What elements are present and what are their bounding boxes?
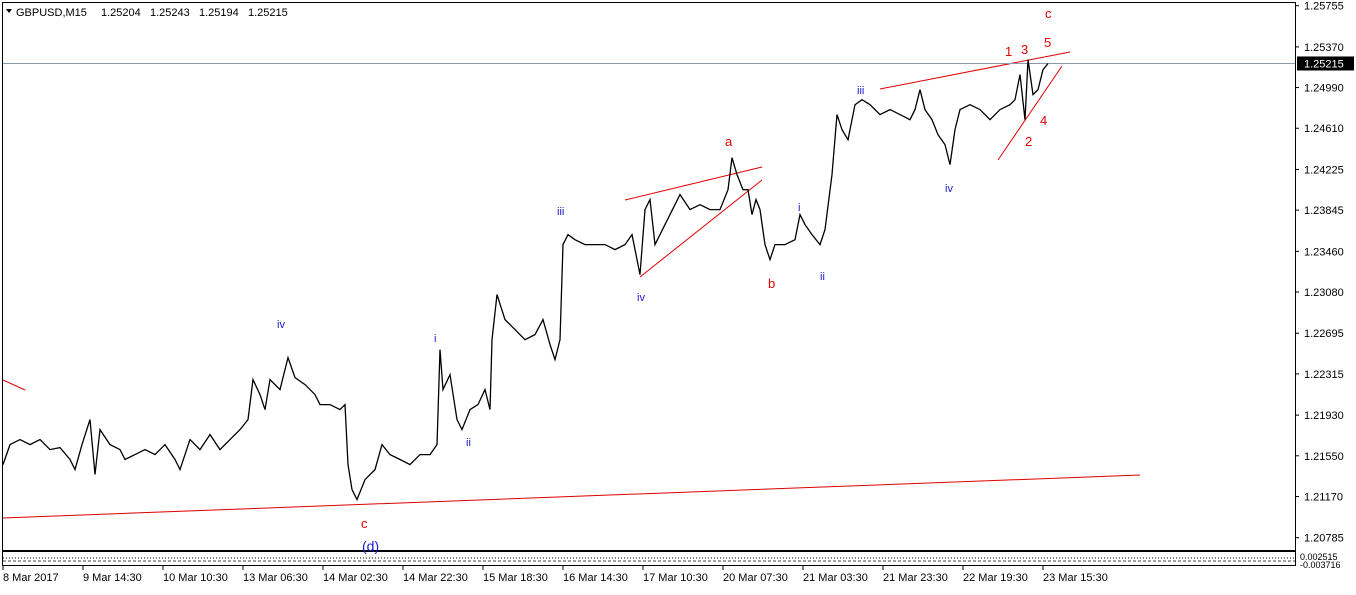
wave-label: a	[725, 134, 733, 149]
y-tick-label: 1.24990	[1304, 83, 1344, 95]
x-tick-label: 8 Mar 2017	[3, 572, 59, 584]
y-tick-label: 1.22695	[1304, 328, 1344, 340]
last-price-box	[1297, 56, 1354, 71]
y-tick-label: 1.24225	[1304, 164, 1344, 176]
header: GBPUSD,M15 1.25204 1.25243 1.25194 1.252…	[6, 7, 288, 19]
y-tick-label: 1.25755	[1304, 1, 1344, 13]
trend-line	[2, 474, 1141, 519]
ohlc-close: 1.25215	[248, 7, 288, 19]
ohlc-low: 1.25194	[199, 7, 239, 19]
plot-frame	[2, 2, 1296, 551]
wave-label: iv	[277, 319, 285, 331]
x-tick-label: 10 Mar 10:30	[163, 572, 228, 584]
wave-label: (d)	[362, 538, 379, 554]
wave-labels: c 1 3 5 4 2 a b iii iv i ii iii iv iv i …	[277, 6, 1052, 554]
header-icon	[6, 9, 12, 13]
x-tick-label: 14 Mar 02:30	[323, 572, 388, 584]
wave-label: iii	[557, 206, 564, 218]
x-tick-label: 23 Mar 15:30	[1043, 572, 1108, 584]
wave-label: 3	[1021, 42, 1028, 57]
y-tick-label: 1.23080	[1304, 287, 1344, 299]
trend-lines	[2, 51, 1141, 519]
wave-label: ii	[820, 271, 825, 283]
x-tick-label: 9 Mar 14:30	[83, 572, 142, 584]
x-tick-label: 13 Mar 06:30	[243, 572, 308, 584]
x-tick-label: 21 Mar 23:30	[883, 572, 948, 584]
trend-line	[639, 179, 763, 278]
x-tick-label: 15 Mar 18:30	[483, 572, 548, 584]
trend-line	[879, 51, 1071, 90]
y-tick-label: 1.22315	[1304, 369, 1344, 381]
x-tick-label: 16 Mar 14:30	[563, 572, 628, 584]
y-tick-label: 1.24610	[1304, 123, 1344, 135]
wave-label: iv	[637, 292, 645, 304]
wave-label: iv	[945, 183, 953, 195]
y-tick-label: 1.21930	[1304, 410, 1344, 422]
y-tick-label: 1.25370	[1304, 42, 1344, 54]
price-line	[2, 59, 1049, 502]
wave-label: i	[798, 202, 800, 214]
x-tick-label: 22 Mar 19:30	[963, 572, 1028, 584]
trend-line	[997, 65, 1063, 161]
wave-label: i	[434, 333, 436, 345]
wave-label: c	[1045, 6, 1052, 21]
x-tick-label: 17 Mar 10:30	[643, 572, 708, 584]
y-tick-label: 1.23460	[1304, 246, 1344, 258]
wave-label: 4	[1040, 113, 1047, 128]
wave-label: 5	[1044, 35, 1051, 50]
wave-label: ii	[466, 437, 471, 449]
x-tick-label: 20 Mar 07:30	[723, 572, 788, 584]
ohlc-open: 1.25204	[101, 7, 141, 19]
indicator-label: 0.002515	[1300, 552, 1338, 562]
wave-label: c	[361, 516, 368, 531]
x-tick-label: 14 Mar 22:30	[403, 572, 468, 584]
ohlc-high: 1.25243	[150, 7, 190, 19]
wave-label: 1	[1005, 44, 1012, 59]
indicator-label: -0.003716	[1300, 560, 1341, 570]
y-tick-label: 1.20785	[1304, 533, 1344, 545]
trend-line	[2, 379, 26, 391]
wave-label: iii	[857, 85, 864, 97]
last-price-label: 1.25215	[1304, 58, 1344, 70]
wave-label: b	[768, 276, 775, 291]
y-tick-label: 1.21170	[1304, 491, 1343, 503]
symbol: GBPUSD,M15	[16, 7, 87, 19]
x-tick-label: 21 Mar 03:30	[803, 572, 868, 584]
y-tick-label: 1.21550	[1304, 451, 1344, 463]
trend-line	[624, 166, 763, 201]
wave-label: 2	[1025, 134, 1032, 149]
y-tick-label: 1.23845	[1304, 205, 1344, 217]
